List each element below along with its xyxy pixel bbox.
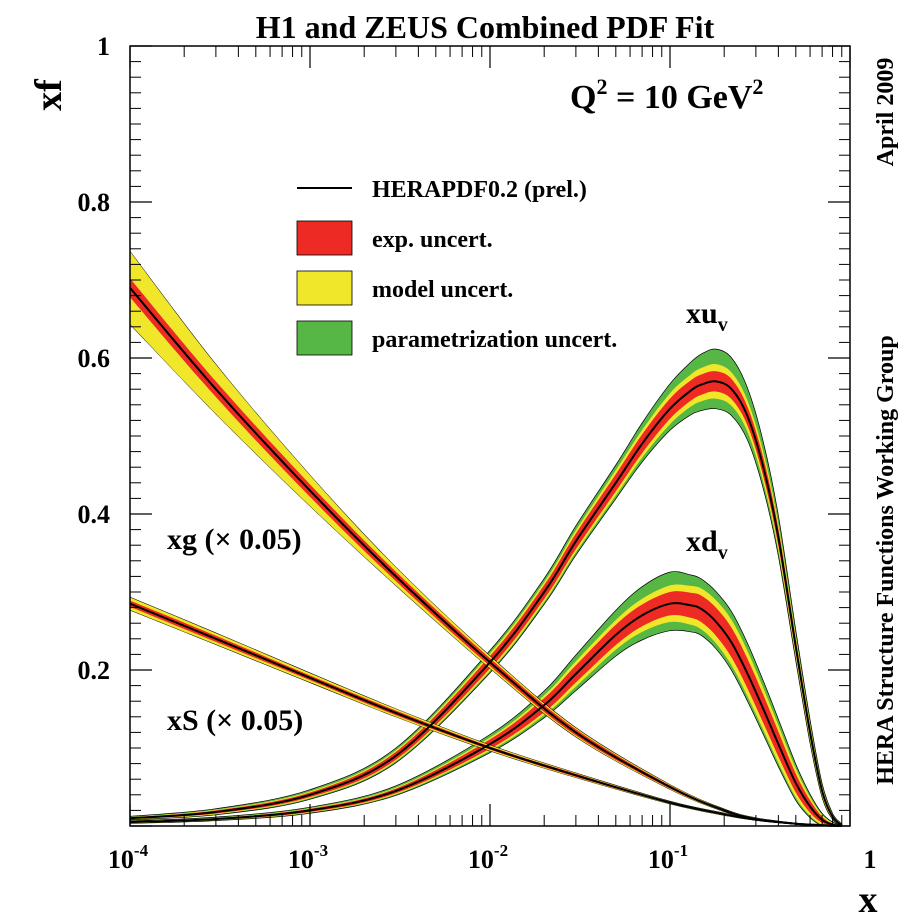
series-0-central-line xyxy=(129,380,843,827)
legend-label: exp. uncert. xyxy=(372,227,493,253)
y-tick-label: 1 xyxy=(97,32,110,61)
axis-tick-labels: 1 0.8 0.6 0.4 0.2 10-4 10-3 10-2 10-1 1 xyxy=(78,32,877,874)
date-annotation: April 2009 xyxy=(873,58,899,167)
x-tick-label: 10-2 xyxy=(468,841,508,874)
chart-title: H1 and ZEUS Combined PDF Fit xyxy=(256,9,715,45)
y-tick-label: 0.6 xyxy=(78,344,111,373)
y-tick-label: 0.2 xyxy=(78,656,111,685)
axis-ticks xyxy=(129,45,851,827)
x-tick-label: 10-4 xyxy=(108,841,149,874)
y-tick-label: 0.8 xyxy=(78,188,111,217)
series-label-xuv: xuv xyxy=(686,297,728,336)
series-label-xg: xg (× 0.05) xyxy=(167,523,302,556)
working-group-annotation: HERA Structure Functions Working Group xyxy=(873,335,899,784)
series-1-central-line xyxy=(129,602,842,827)
y-axis-label: xf xyxy=(28,78,70,111)
series-label-xdv: xdv xyxy=(686,525,728,564)
x-tick-label: 1 xyxy=(864,845,877,874)
legend-band-swatch xyxy=(296,220,353,256)
legend-label: parametrization uncert. xyxy=(372,327,617,353)
legend: HERAPDF0.2 (prel.) exp. uncert. model unce… xyxy=(296,177,617,356)
legend-band-swatch xyxy=(296,270,353,306)
q2-annotation: Q2 = 10 GeV2 xyxy=(570,74,763,116)
x-axis-label: x xyxy=(859,879,878,921)
legend-band-swatch xyxy=(296,320,353,356)
legend-label: HERAPDF0.2 (prel.) xyxy=(372,177,587,203)
x-tick-label: 10-1 xyxy=(648,841,688,874)
series-label-xs: xS (× 0.05) xyxy=(167,704,303,737)
x-tick-label: 10-3 xyxy=(288,841,328,874)
y-tick-label: 0.4 xyxy=(78,500,111,529)
legend-label: model uncert. xyxy=(372,277,513,303)
